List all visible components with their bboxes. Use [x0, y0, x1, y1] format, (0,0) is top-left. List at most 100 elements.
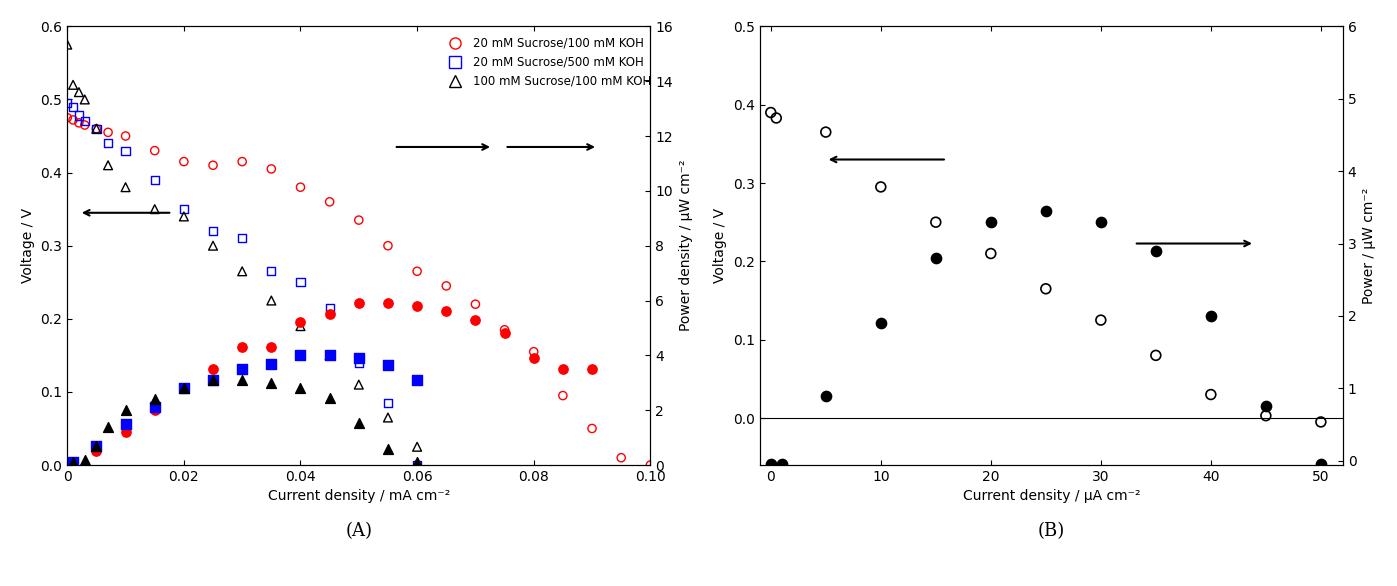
Point — [319, 350, 341, 360]
Point — [407, 458, 429, 467]
Point — [407, 301, 429, 311]
Point — [260, 296, 282, 305]
Point — [201, 364, 224, 374]
Point — [144, 205, 166, 214]
Point — [96, 128, 119, 137]
Point — [173, 384, 196, 393]
Point — [348, 358, 370, 367]
Point — [56, 40, 78, 49]
Point — [173, 212, 196, 221]
Point — [74, 117, 96, 126]
Point — [289, 318, 312, 327]
Point — [552, 364, 574, 374]
Point — [377, 299, 400, 308]
Point — [173, 157, 196, 166]
Text: (B): (B) — [1038, 522, 1065, 540]
Point — [96, 422, 119, 431]
Point — [67, 111, 89, 120]
Point — [925, 217, 947, 227]
Point — [115, 146, 137, 155]
Point — [201, 161, 224, 170]
Y-axis label: Voltage / V: Voltage / V — [21, 208, 35, 283]
Point — [1310, 459, 1333, 468]
Point — [771, 459, 793, 468]
Point — [173, 205, 196, 214]
Point — [85, 441, 108, 451]
Point — [85, 124, 108, 134]
Point — [581, 364, 604, 374]
Legend: 20 mM Sucrose/100 mM KOH, 20 mM Sucrose/500 mM KOH, 100 mM Sucrose/100 mM KOH: 20 mM Sucrose/100 mM KOH, 20 mM Sucrose/… — [439, 32, 657, 93]
Point — [61, 458, 84, 467]
Point — [1200, 311, 1222, 321]
Point — [348, 216, 370, 225]
Point — [434, 307, 457, 316]
Point — [115, 182, 137, 192]
Point — [348, 353, 370, 363]
Point — [173, 384, 196, 393]
Point — [407, 442, 429, 451]
Point — [1255, 411, 1277, 420]
Point — [319, 197, 341, 206]
Point — [289, 278, 312, 287]
Point — [96, 161, 119, 170]
Point — [260, 342, 282, 352]
Point — [260, 378, 282, 387]
Point — [231, 234, 253, 243]
Point — [319, 393, 341, 403]
Point — [67, 118, 89, 128]
Point — [289, 350, 312, 360]
Point — [173, 384, 196, 393]
Point — [61, 80, 84, 90]
Point — [1144, 246, 1166, 255]
Point — [377, 413, 400, 422]
Point — [869, 318, 891, 328]
Point — [1090, 217, 1112, 226]
Point — [760, 108, 782, 117]
Point — [1255, 402, 1277, 411]
Point — [760, 459, 782, 468]
Point — [1200, 390, 1222, 399]
Point — [289, 182, 312, 192]
Point — [493, 329, 515, 338]
Point — [61, 458, 84, 467]
Point — [115, 131, 137, 141]
Point — [407, 267, 429, 276]
Point — [289, 322, 312, 331]
Point — [201, 226, 224, 236]
Point — [979, 217, 1002, 226]
Point — [1035, 284, 1058, 294]
Point — [377, 360, 400, 370]
Point — [925, 253, 947, 263]
Point — [407, 461, 429, 470]
Point — [610, 453, 633, 462]
Point — [231, 376, 253, 385]
Point — [144, 394, 166, 404]
Y-axis label: Power density / μW cm⁻²: Power density / μW cm⁻² — [679, 160, 693, 332]
Point — [522, 347, 545, 356]
Point — [201, 241, 224, 250]
Point — [407, 376, 429, 385]
Point — [61, 115, 84, 125]
Point — [1310, 417, 1333, 427]
Point — [464, 315, 486, 325]
Point — [319, 303, 341, 312]
Point — [348, 418, 370, 427]
Point — [56, 113, 78, 122]
Point — [260, 359, 282, 368]
Point — [260, 267, 282, 276]
X-axis label: Current density / μA cm⁻²: Current density / μA cm⁻² — [963, 489, 1140, 503]
Point — [319, 350, 341, 360]
Point — [144, 406, 166, 415]
Point — [61, 102, 84, 111]
Point — [1035, 206, 1058, 216]
Y-axis label: Voltage / V: Voltage / V — [714, 208, 728, 283]
X-axis label: Current density / mA cm⁻²: Current density / mA cm⁻² — [268, 489, 450, 503]
Point — [115, 406, 137, 415]
Point — [814, 391, 837, 400]
Point — [1144, 350, 1166, 360]
Text: (A): (A) — [345, 522, 373, 540]
Point — [464, 299, 486, 309]
Point — [319, 309, 341, 319]
Point — [289, 384, 312, 393]
Point — [231, 364, 253, 374]
